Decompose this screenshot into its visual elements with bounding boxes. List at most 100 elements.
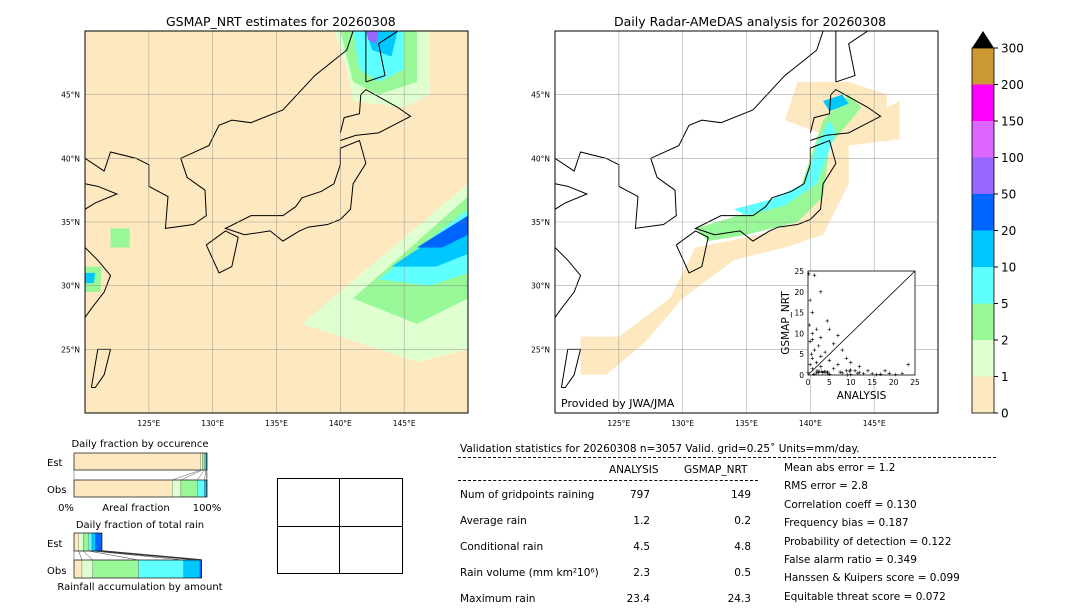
fraction-segment [139, 560, 184, 578]
stats-col-gsmap: GSMAP_NRT [684, 464, 747, 476]
stats-table-divider [458, 480, 758, 481]
y-tick-label: 20 [794, 288, 804, 297]
colorbar-segment [972, 267, 994, 304]
stat-value: 4.5 [590, 541, 650, 553]
colorbar-segment [972, 377, 994, 414]
lat-tick-label: 35°N [531, 218, 550, 227]
row-label-obs: Obs [47, 566, 66, 577]
lon-tick-label: 140°E [799, 419, 822, 428]
colorbar-segment [972, 121, 994, 158]
fraction-segment [95, 533, 102, 551]
lon-tick-label: 145°E [393, 419, 416, 428]
stats-col-analysis: ANALYSIS [609, 464, 659, 476]
lat-tick-label: 30°N [531, 282, 550, 291]
connector-line [172, 470, 200, 480]
colorbar-segment [972, 340, 994, 377]
stat-value: 2.3 [590, 567, 650, 579]
lon-tick-label: 145°E [863, 419, 886, 428]
x-tick-label: 20 [889, 378, 899, 387]
lon-tick-label: 130°E [671, 419, 694, 428]
colorbar-tick-label: 150 [1001, 115, 1024, 129]
y-tick-label: 0 [799, 371, 804, 380]
connector-line [92, 551, 184, 560]
colorbar-tick-label: 2 [1001, 334, 1009, 348]
fraction-segment [205, 453, 206, 470]
connector-line [204, 470, 205, 480]
colorbar-segment [972, 48, 994, 85]
fraction-segment [89, 533, 92, 551]
x-tick-label: 25 [910, 378, 920, 387]
occurrence-title: Daily fraction by occurence [71, 439, 208, 450]
fraction-segment [201, 453, 203, 470]
colorbar-segment [972, 194, 994, 231]
stat-value: 0.5 [691, 567, 751, 579]
fraction-segment [181, 480, 197, 497]
gsmap-map: 125°E 130°E 135°E 140°E 145°E45°N40°N35°N30°… [61, 31, 468, 428]
total-rain-title: Daily fraction of total rain [76, 520, 204, 531]
gsmap-map-title: GSMAP_NRT estimates for 20260308 [166, 14, 396, 29]
rain-area [111, 228, 130, 247]
stat-value: 1.2 [590, 515, 650, 527]
fraction-segment [197, 480, 204, 497]
fraction-segment [82, 560, 93, 578]
fraction-segment [92, 533, 95, 551]
score-line: Equitable threat score = 0.072 [784, 591, 946, 603]
stat-label: Num of gridpoints raining [460, 489, 594, 501]
lat-tick-label: 25°N [531, 345, 550, 354]
stat-value: 23.4 [590, 593, 650, 605]
connector-line [102, 551, 202, 560]
colorbar-extend-triangle [972, 31, 994, 48]
score-line: RMS error = 2.8 [784, 480, 868, 492]
stat-value: 797 [590, 489, 650, 501]
colorbar-tick-label: 50 [1001, 188, 1016, 202]
lon-tick-label: 135°E [265, 419, 288, 428]
x-tick-label: 15 [867, 378, 877, 387]
stat-label: Maximum rain [460, 593, 535, 605]
lat-tick-label: 45°N [531, 91, 550, 100]
colorbar-tick-label: 5 [1001, 297, 1009, 311]
fraction-segment [93, 560, 139, 578]
lat-tick-label: 25°N [61, 345, 80, 354]
colorbar-segment [972, 85, 994, 122]
colorbar-tick-label: 0 [1001, 407, 1009, 421]
colorbar-tick-label: 20 [1001, 224, 1016, 238]
connector-line [83, 551, 92, 560]
lon-tick-label: 135°E [735, 419, 758, 428]
connector-line [181, 470, 202, 480]
lat-tick-label: 30°N [61, 282, 80, 291]
colorbar: 0 1 2 5 10 20 50 100 150 200 300 [972, 31, 1024, 421]
x-axis-label: ANALYSIS [837, 390, 887, 402]
figure: 125°E 130°E 135°E 140°E 145°E 45°N 40°N 35°N 30°… [0, 0, 1080, 612]
y-tick-label: 10 [794, 329, 804, 338]
stats-divider [458, 457, 996, 458]
score-line: False alarm ratio = 0.349 [784, 554, 917, 566]
rain-area [85, 273, 95, 283]
stat-label: Rain volume (mm km²10⁶) [460, 567, 599, 579]
x-tick-label: 10 [846, 378, 856, 387]
fraction-segment [74, 560, 82, 578]
fraction-segment [204, 480, 206, 497]
row-label-est: Est [47, 539, 63, 550]
x-tick-label: 5 [827, 378, 832, 387]
colorbar-tick-label: 100 [1001, 151, 1024, 165]
colorbar-tick-label: 300 [1001, 42, 1024, 56]
score-line: Hanssen & Kuipers score = 0.099 [784, 572, 960, 584]
colorbar-tick-label: 200 [1001, 78, 1024, 92]
stat-value: 149 [691, 489, 751, 501]
stats-header: Validation statistics for 20260308 n=305… [460, 443, 860, 455]
lon-tick-label: 125°E [607, 419, 630, 428]
row-label-obs: Obs [47, 485, 66, 496]
x-axis-label: Rainfall accumulation by amount [57, 582, 222, 593]
lon-tick-label: 130°E [201, 419, 224, 428]
colorbar-segment [972, 158, 994, 195]
fraction-segment [172, 480, 181, 497]
score-line: Frequency bias = 0.187 [784, 517, 909, 529]
lat-tick-label: 45°N [61, 91, 80, 100]
stat-value: 0.2 [691, 515, 751, 527]
lat-tick-label: 40°N [531, 154, 550, 163]
score-line: Correlation coeff = 0.130 [784, 499, 917, 511]
colorbar-tick-label: 1 [1001, 370, 1009, 384]
lat-tick-label: 35°N [61, 218, 80, 227]
fraction-segment [74, 453, 201, 470]
colorbar-tick-label: 10 [1001, 261, 1016, 275]
